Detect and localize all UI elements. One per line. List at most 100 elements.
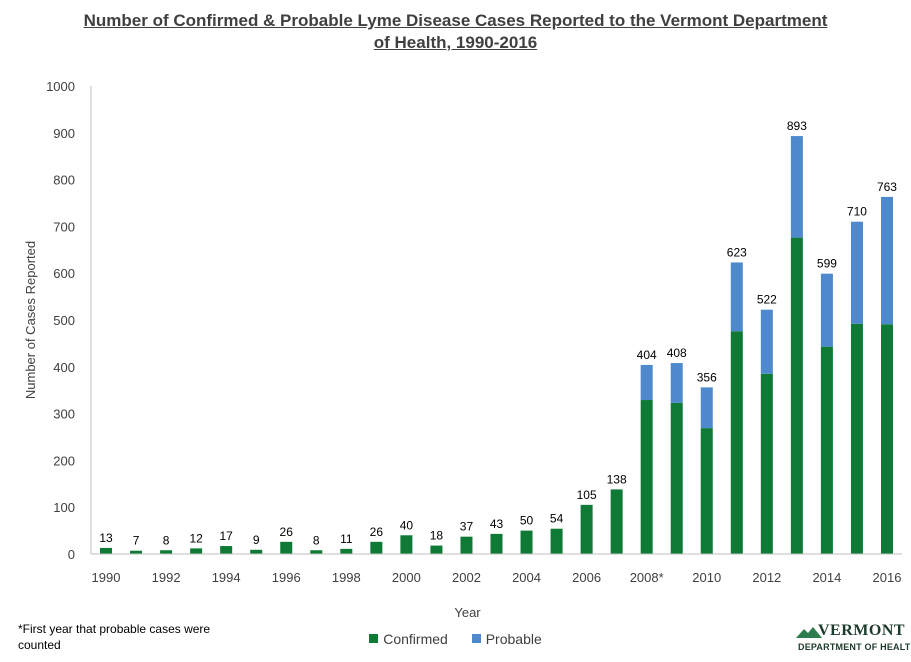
x-tick-label: 2012: [752, 570, 781, 585]
data-label-2010: 356: [697, 370, 717, 384]
legend-label-confirmed: Confirmed: [383, 630, 448, 647]
data-label-1997: 8: [313, 533, 320, 547]
data-label-2008: 404: [637, 348, 657, 362]
data-label-2003: 43: [490, 517, 504, 531]
bar-confirmed-1999: [370, 541, 383, 554]
data-label-2006: 105: [577, 488, 597, 502]
bar-confirmed-1995: [250, 549, 263, 554]
y-tick-label: 300: [53, 407, 75, 422]
data-label-2015: 710: [847, 205, 867, 219]
y-tick-label: 500: [53, 313, 75, 328]
bar-confirmed-2008: [640, 400, 653, 554]
y-tick-label: 100: [53, 500, 75, 515]
footnote: *First year that probable cases were cou…: [18, 622, 211, 652]
bar-confirmed-2002: [460, 536, 473, 554]
data-label-2012: 522: [757, 293, 777, 307]
data-label-2013: 893: [787, 119, 807, 133]
x-axis-title: Year: [454, 605, 481, 620]
x-tick-label: 2000: [392, 570, 421, 585]
bar-probable-2008: [640, 364, 653, 401]
chart-title-line-2: of Health, 1990-2016: [373, 33, 538, 52]
bar-confirmed-1992: [160, 550, 173, 554]
data-label-1998: 11: [340, 532, 353, 546]
data-label-1999: 26: [370, 525, 384, 539]
bar-confirmed-2015: [850, 323, 863, 554]
logo-wordmark: VERMONT: [818, 622, 906, 639]
x-tick-label: 2010: [692, 570, 721, 585]
y-tick-label: 800: [53, 173, 75, 188]
bar-confirmed-1993: [190, 548, 203, 554]
bar-confirmed-2011: [730, 331, 743, 554]
bar-confirmed-1990: [100, 547, 113, 554]
bar-confirmed-1996: [280, 541, 293, 554]
bar-confirmed-2006: [580, 504, 593, 554]
legend-item-probable: Probable: [471, 630, 542, 647]
x-tick-label: 2006: [572, 570, 601, 585]
y-tick-label: 600: [53, 266, 75, 281]
bar-confirmed-2001: [430, 545, 443, 554]
x-tick-label: 1992: [152, 570, 181, 585]
x-tick-label: 2014: [812, 570, 841, 585]
y-tick-label: 900: [53, 126, 75, 141]
data-label-2005: 54: [550, 512, 564, 526]
x-axis: 1990 1992 1994 1996 1998 2000 2002 2004 2006 2008…: [91, 553, 902, 620]
data-label-2014: 599: [817, 257, 837, 271]
bar-confirmed-2014: [820, 346, 833, 554]
bar-probable-2015: [850, 221, 863, 324]
data-label-1990: 13: [99, 531, 113, 545]
bar-probable-2016: [880, 196, 893, 325]
y-axis: 0 100 200 300 400 500 600 700 800 900 1000 Number o…: [23, 79, 92, 562]
y-tick-label: 1000: [46, 79, 75, 94]
bar-probable-2014: [820, 273, 833, 347]
bar-confirmed-2016: [880, 324, 893, 554]
bar-confirmed-2005: [550, 528, 563, 554]
mountain-icon: [796, 627, 822, 638]
bar-probable-2009: [670, 363, 683, 403]
chart-title: Number of Confirmed & Probable Lyme Dise…: [0, 10, 911, 54]
bar-confirmed-2012: [760, 373, 773, 554]
bar-probable-2013: [790, 136, 803, 238]
data-label-2002: 37: [460, 520, 474, 534]
data-label-2004: 50: [520, 514, 534, 528]
bar-confirmed-2004: [520, 530, 533, 554]
bar-confirmed-2000: [400, 535, 413, 554]
y-axis-title: Number of Cases Reported: [23, 241, 38, 399]
x-tick-label: 1994: [212, 570, 241, 585]
data-label-1993: 12: [189, 531, 203, 545]
legend: Confirmed Probable: [0, 630, 911, 647]
bar-confirmed-2009: [670, 402, 683, 554]
x-tick-label: 1996: [272, 570, 301, 585]
bar-confirmed-1998: [340, 548, 353, 554]
data-label-1995: 9: [253, 533, 260, 547]
data-label-2007: 138: [607, 472, 627, 486]
legend-label-probable: Probable: [485, 630, 542, 647]
data-label-1992: 8: [163, 533, 170, 547]
data-label-2000: 40: [400, 518, 414, 532]
x-tick-label: 2004: [512, 570, 541, 585]
bar-confirmed-2010: [700, 428, 713, 554]
chart-title-line-1: Number of Confirmed & Probable Lyme Dise…: [83, 11, 828, 30]
logo-subtitle: DEPARTMENT OF HEALTH: [798, 642, 911, 652]
y-tick-label: 0: [68, 547, 75, 562]
data-label-1996: 26: [280, 525, 294, 539]
legend-swatch-probable: [471, 634, 481, 643]
bar-confirmed-1991: [130, 550, 143, 554]
y-tick-label: 200: [53, 453, 75, 468]
bar-confirmed-2007: [610, 489, 623, 554]
bar-confirmed-2013: [790, 237, 803, 554]
data-label-2001: 18: [430, 529, 444, 543]
legend-swatch-confirmed: [369, 634, 379, 643]
y-tick-label: 700: [53, 219, 75, 234]
data-label-2009: 408: [667, 346, 687, 360]
bar-confirmed-1994: [220, 546, 233, 554]
bars: 13 7 8 12 17 9 26 8 11 26 40 18 37 43 50 54 105 138 404 408…: [99, 119, 897, 554]
legend-item-confirmed: Confirmed: [369, 631, 448, 647]
bar-confirmed-2003: [490, 533, 503, 554]
data-label-1994: 17: [219, 529, 233, 543]
x-tick-label: 2002: [452, 570, 481, 585]
data-label-1991: 7: [133, 534, 140, 548]
bar-probable-2012: [760, 309, 773, 374]
x-tick-label: 1998: [332, 570, 361, 585]
x-tick-label: 1990: [92, 570, 121, 585]
